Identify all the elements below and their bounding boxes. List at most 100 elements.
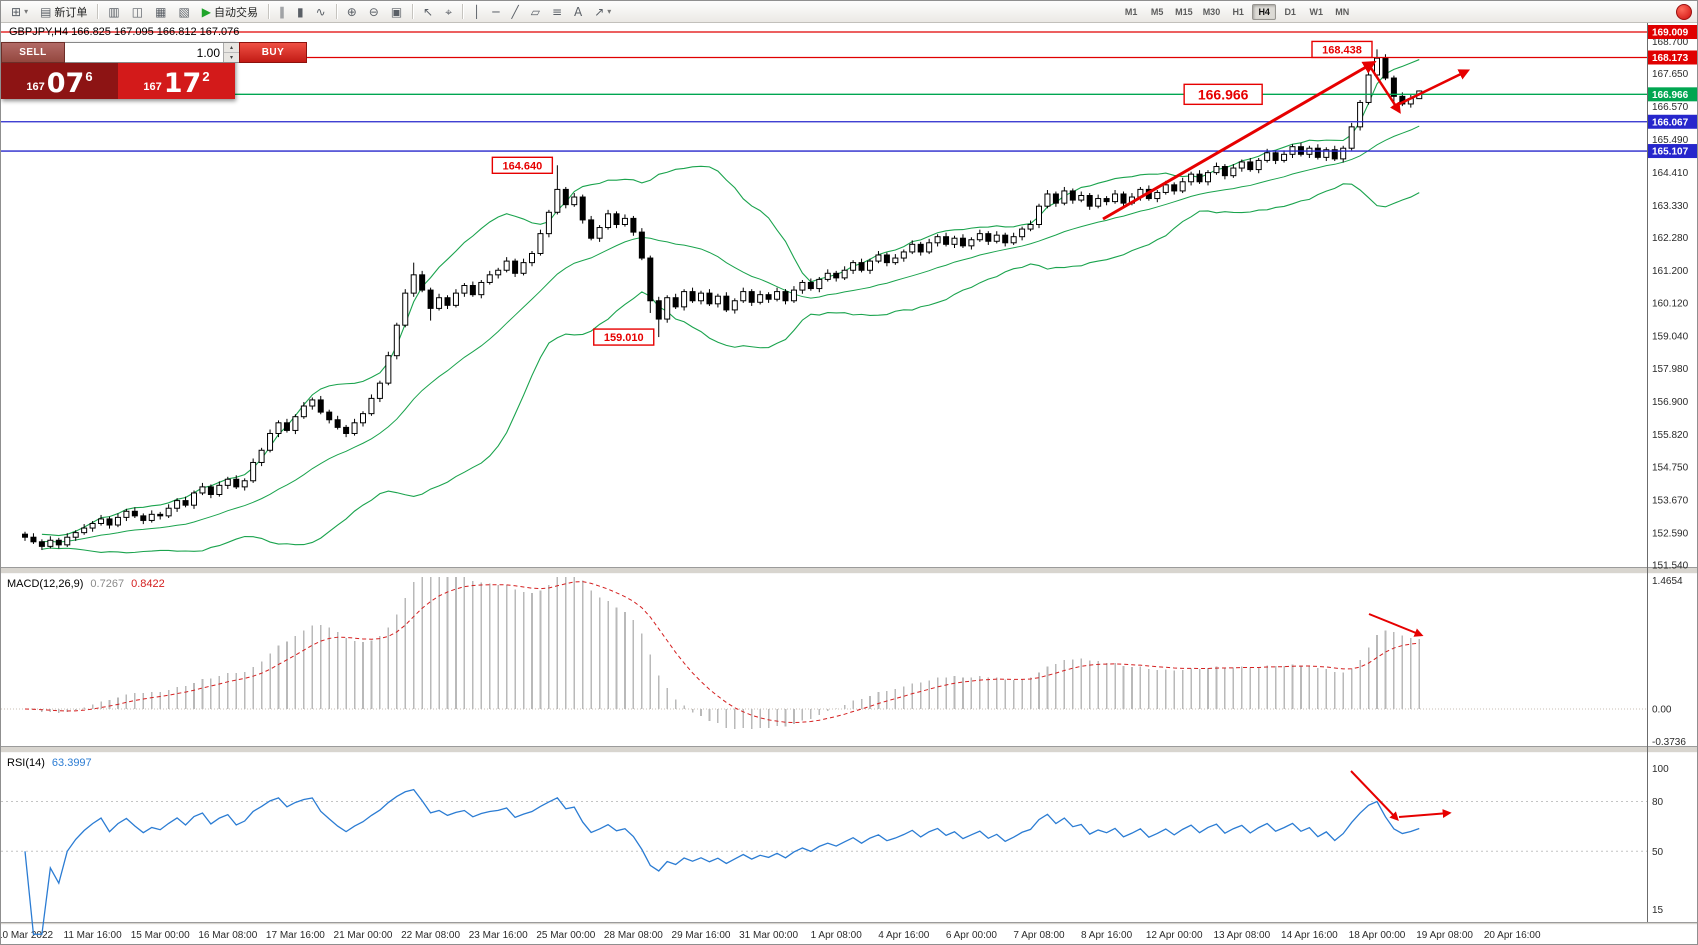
price-annotation-box[interactable] — [593, 328, 655, 346]
candle-body — [1213, 166, 1220, 174]
candle-body — [1390, 77, 1397, 97]
macd-name: MACD(12,26,9) — [7, 578, 84, 590]
terminal-button[interactable]: ▧ — [173, 3, 194, 21]
sell-button[interactable]: SELL — [1, 42, 65, 63]
candle-body — [605, 213, 612, 229]
price-tag — [1648, 25, 1697, 39]
market-watch-button[interactable]: ▥ — [103, 3, 124, 21]
candle-body — [267, 432, 274, 451]
tile-windows-button[interactable]: ▣ — [386, 3, 407, 21]
candle-body — [714, 295, 721, 305]
trend-arrow[interactable] — [1368, 613, 1424, 637]
crosshair-tool-button[interactable]: ⌖ — [440, 3, 457, 21]
candle-body — [427, 289, 434, 309]
navigator-button[interactable]: ▦ — [150, 3, 171, 21]
sell-price-display[interactable]: 167 07 6 — [1, 63, 118, 99]
vertical-line-tool-button[interactable]: │ — [468, 3, 485, 21]
price-annotation-box[interactable] — [1311, 40, 1373, 59]
time-axis-label: 6 Apr 00:00 — [946, 930, 998, 941]
timeframe-m30-button[interactable]: M30 — [1199, 4, 1225, 20]
channel-tool-button[interactable]: ▱ — [526, 3, 545, 21]
volume-decrease-button[interactable]: ▾ — [224, 52, 239, 62]
candle-body — [191, 492, 197, 506]
panel-divider[interactable] — [1, 922, 1698, 925]
candle-body — [1314, 147, 1321, 158]
candle-body — [1221, 166, 1228, 177]
new-order-button[interactable]: ▤ 新订单 — [35, 3, 92, 21]
trend-arrow[interactable] — [1392, 69, 1471, 109]
price-scale-label: 154.750 — [1652, 463, 1689, 474]
timeframe-d1-button[interactable]: D1 — [1278, 4, 1302, 20]
timeframe-m5-button[interactable]: M5 — [1145, 4, 1169, 20]
price-tag-label: 165.107 — [1652, 147, 1689, 158]
candle-body — [317, 399, 324, 413]
line-chart-type-button[interactable]: ∿ — [311, 3, 331, 21]
rsi-indicator-label: RSI(14) 63.3997 — [7, 757, 92, 769]
panel-divider[interactable] — [1, 746, 1698, 753]
candle-body — [900, 251, 907, 259]
candle-body — [993, 234, 1000, 242]
price-scale[interactable]: 168.700 167.650 166.570 165.490 164.410 163.3… — [1647, 23, 1698, 922]
price-tag — [1648, 144, 1697, 159]
candle-body — [30, 536, 37, 543]
new-chart-button[interactable]: ⊞ ▾ — [6, 3, 33, 21]
candle-body — [1357, 101, 1364, 128]
candle-body — [723, 295, 730, 311]
autotrading-button[interactable]: ▶ 自动交易 — [197, 3, 263, 21]
arrows-tool-button[interactable]: ↗ ▾ — [589, 3, 616, 21]
candle-body — [385, 355, 392, 384]
price-annotation-box[interactable] — [491, 156, 554, 174]
zoom-out-icon: ⊖ — [368, 4, 379, 19]
volume-input[interactable] — [65, 43, 223, 62]
buy-button[interactable]: BUY — [239, 42, 307, 63]
trend-arrow[interactable] — [1350, 770, 1399, 821]
time-axis-label: 16 Mar 08:00 — [198, 930, 257, 941]
fibonacci-tool-button[interactable]: ≡ — [547, 3, 567, 21]
vertical-line-tool-icon: │ — [473, 4, 481, 19]
timeframe-w1-button[interactable]: W1 — [1304, 4, 1328, 20]
candle-body — [486, 274, 493, 283]
zoom-out-button[interactable]: ⊖ — [364, 3, 384, 21]
rsi-value: 63.3997 — [51, 757, 92, 769]
horizontal-line-tool-button[interactable]: ─ — [487, 3, 504, 21]
price-scale-label: 162.280 — [1652, 233, 1689, 244]
price-annotation-box[interactable] — [1183, 83, 1263, 106]
macd-scale-label: 1.4654 — [1652, 576, 1683, 587]
time-axis-label: 19 Apr 08:00 — [1416, 930, 1473, 941]
buy-price-display[interactable]: 167 17 2 — [118, 63, 235, 99]
timeframe-h1-button[interactable]: H1 — [1226, 4, 1250, 20]
volume-field: ▴ ▾ — [65, 42, 239, 63]
timeframe-h4-button[interactable]: H4 — [1252, 3, 1277, 20]
trend-arrow[interactable] — [1102, 60, 1377, 221]
bar-chart-type-button[interactable]: ∥ — [274, 3, 290, 21]
price-scale-label: 163.330 — [1652, 201, 1689, 212]
candle-body — [621, 217, 628, 225]
arrows-tool-icon: ↗ — [594, 4, 605, 19]
time-scale[interactable]: 10 Mar 2022 11 Mar 16:00 15 Mar 00:00 16 Ma… — [1, 930, 1541, 941]
price-tag — [1648, 114, 1697, 129]
trendline-tool-button[interactable]: ╱ — [506, 3, 523, 21]
data-window-button[interactable]: ◫ — [127, 3, 148, 21]
timeframe-mn-button[interactable]: MN — [1330, 4, 1354, 20]
timeframe-m1-button[interactable]: M1 — [1119, 4, 1143, 20]
trend-arrow[interactable] — [1367, 64, 1401, 114]
timeframe-m15-button[interactable]: M15 — [1171, 4, 1197, 20]
trend-arrow[interactable] — [1398, 809, 1452, 818]
text-tool-button[interactable]: A — [569, 3, 587, 21]
candle-body — [123, 510, 130, 518]
toolbar-separator — [268, 4, 270, 19]
chart-plot-area[interactable] — [1, 23, 1698, 945]
zoom-in-button[interactable]: ⊕ — [342, 3, 362, 21]
sell-price-pipette: 6 — [85, 69, 93, 84]
sell-price-prefix: 167 — [26, 81, 45, 93]
panel-divider[interactable] — [1, 567, 1698, 574]
candle-body — [571, 196, 578, 206]
candlestick-chart-type-button[interactable]: ▮ — [292, 3, 309, 21]
candle-body — [1112, 193, 1119, 203]
volume-increase-button[interactable]: ▴ — [224, 43, 239, 52]
candle-body — [968, 239, 975, 247]
cursor-tool-button[interactable]: ↖ — [418, 3, 438, 21]
candle-body — [1382, 57, 1389, 79]
candle-body — [1027, 223, 1034, 230]
